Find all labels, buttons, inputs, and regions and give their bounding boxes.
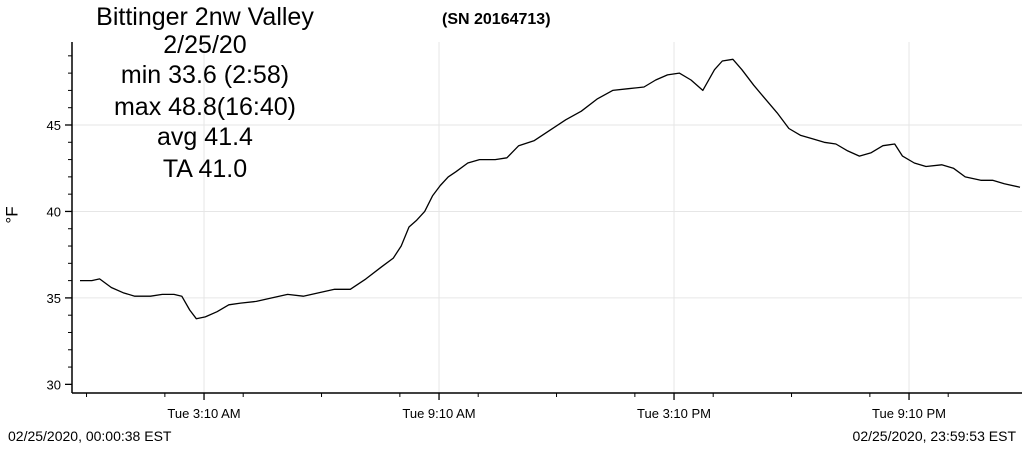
serial-number: (SN 20164713) [442,11,551,28]
x-ticks: Tue 3:10 AM Tue 9:10 AM Tue 3:10 PM Tue 9:1… [86,393,949,421]
footer-start-time: 02/25/2020, 00:00:38 EST [8,428,172,444]
y-axis-label: °F [2,206,22,224]
x-tick-label: Tue 3:10 AM [167,406,240,421]
y-tick-label: 40 [47,204,61,219]
x-tick-label: Tue 9:10 AM [402,406,475,421]
title-line-station: Bittinger 2nw Valley [96,3,314,31]
axes [71,42,1022,394]
title-line-date: 2/25/20 [163,31,247,59]
x-tick-label: Tue 3:10 PM [637,406,711,421]
y-ticks: 30 35 40 45 [47,55,72,392]
y-tick-label: 45 [47,118,61,133]
title-line-avg: avg 41.4 [157,123,253,151]
grid-lines [72,42,1022,393]
y-tick-label: 35 [47,291,61,306]
x-tick-label: Tue 9:10 PM [872,406,946,421]
title-line-max: max 48.8(16:40) [113,93,297,121]
footer-end-time: 02/25/2020, 23:59:53 EST [852,428,1016,444]
y-tick-label: 30 [47,377,61,392]
temperature-series-line [80,58,1021,320]
title-line-min: min 33.6 (2:58) [120,61,290,89]
title-line-ta: TA 41.0 [162,155,248,183]
